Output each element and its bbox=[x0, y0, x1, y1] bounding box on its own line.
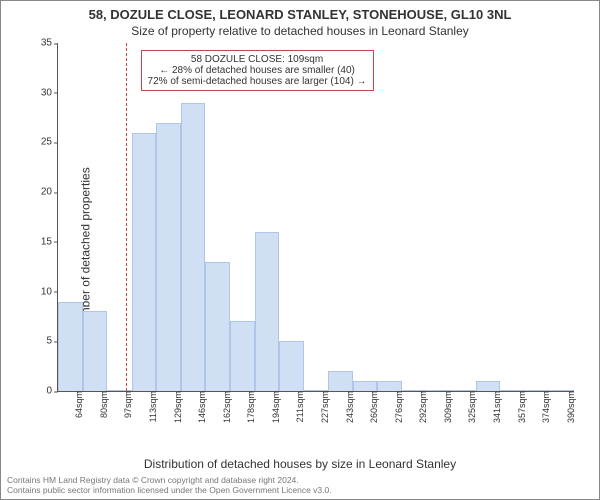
bar bbox=[181, 103, 206, 391]
footer-attribution: Contains HM Land Registry data © Crown c… bbox=[7, 475, 332, 495]
footer-line-1: Contains HM Land Registry data © Crown c… bbox=[7, 475, 332, 485]
plot-wrap: 0510152025303564sqm80sqm97sqm113sqm129sq… bbox=[57, 43, 573, 391]
annotation-line: ← 28% of detached houses are smaller (40… bbox=[148, 65, 367, 76]
chart-title: 58, DOZULE CLOSE, LEONARD STANLEY, STONE… bbox=[1, 7, 599, 22]
bar bbox=[328, 371, 353, 391]
chart-container: 58, DOZULE CLOSE, LEONARD STANLEY, STONE… bbox=[0, 0, 600, 500]
x-tick: 211sqm bbox=[291, 391, 305, 422]
bar bbox=[377, 381, 402, 391]
x-axis-label: Distribution of detached houses by size … bbox=[1, 457, 599, 471]
y-tick: 15 bbox=[41, 236, 58, 247]
x-tick: 309sqm bbox=[439, 391, 453, 423]
annotation-line: 58 DOZULE CLOSE: 109sqm bbox=[148, 54, 367, 65]
y-tick: 20 bbox=[41, 187, 58, 198]
bar bbox=[255, 232, 280, 391]
x-tick: 325sqm bbox=[463, 391, 477, 423]
x-tick: 390sqm bbox=[562, 391, 576, 423]
x-tick: 97sqm bbox=[119, 391, 133, 418]
x-tick: 341sqm bbox=[488, 391, 502, 423]
x-tick: 146sqm bbox=[193, 391, 207, 423]
y-tick: 25 bbox=[41, 137, 58, 148]
x-tick: 162sqm bbox=[218, 391, 232, 423]
bar bbox=[205, 262, 230, 391]
bar bbox=[279, 341, 304, 391]
y-tick: 35 bbox=[41, 38, 58, 49]
x-tick: 80sqm bbox=[95, 391, 109, 418]
x-tick: 227sqm bbox=[316, 391, 330, 423]
bar bbox=[353, 381, 378, 391]
bar bbox=[476, 381, 501, 391]
y-tick: 30 bbox=[41, 87, 58, 98]
y-tick: 0 bbox=[46, 386, 58, 397]
y-tick: 10 bbox=[41, 286, 58, 297]
plot-area: 0510152025303564sqm80sqm97sqm113sqm129sq… bbox=[57, 43, 574, 392]
x-tick: 260sqm bbox=[365, 391, 379, 423]
x-tick: 357sqm bbox=[513, 391, 527, 423]
x-tick: 178sqm bbox=[242, 391, 256, 423]
chart-subtitle: Size of property relative to detached ho… bbox=[1, 24, 599, 38]
x-tick: 374sqm bbox=[537, 391, 551, 423]
bar bbox=[83, 311, 108, 391]
annotation-box: 58 DOZULE CLOSE: 109sqm← 28% of detached… bbox=[141, 50, 374, 91]
x-tick: 113sqm bbox=[144, 391, 158, 422]
footer-line-2: Contains public sector information licen… bbox=[7, 485, 332, 495]
x-tick: 64sqm bbox=[70, 391, 84, 418]
x-tick: 276sqm bbox=[390, 391, 404, 423]
bar bbox=[58, 302, 83, 391]
bar bbox=[230, 321, 255, 391]
x-tick: 129sqm bbox=[169, 391, 183, 423]
x-tick: 292sqm bbox=[414, 391, 428, 423]
reference-line bbox=[126, 43, 127, 391]
bar bbox=[156, 123, 181, 391]
annotation-line: 72% of semi-detached houses are larger (… bbox=[148, 76, 367, 87]
x-tick: 194sqm bbox=[267, 391, 281, 423]
x-tick: 243sqm bbox=[341, 391, 355, 423]
bar bbox=[132, 133, 157, 392]
y-tick: 5 bbox=[46, 336, 58, 347]
